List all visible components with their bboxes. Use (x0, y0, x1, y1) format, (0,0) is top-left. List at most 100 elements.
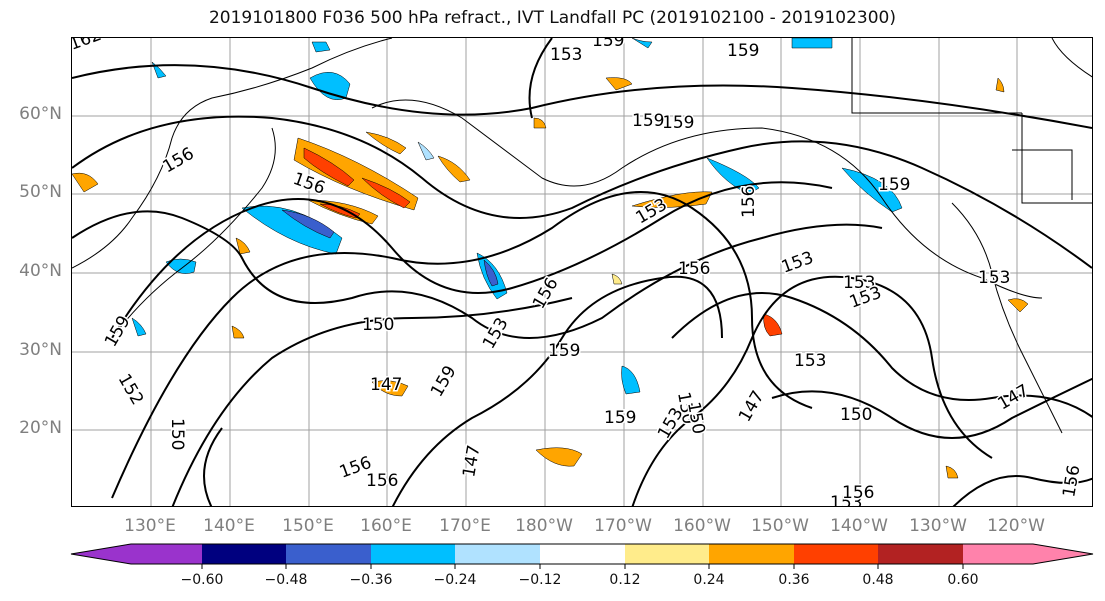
colorbar-tick-label: −0.24 (433, 572, 477, 588)
lon-label-150w: 150°W (751, 516, 809, 536)
lat-label-50n: 50°N (19, 182, 62, 202)
contour-label: 159 (592, 38, 624, 51)
contour-label: 150 (683, 400, 708, 435)
contour-label: 150 (362, 315, 394, 335)
contour-label: 159 (662, 113, 694, 133)
contour-label: 153 (479, 314, 513, 352)
contour-label: 159 (727, 41, 759, 61)
lat-label-60n: 60°N (19, 104, 62, 124)
colorbar-segment (455, 544, 540, 564)
pos-anomaly-blob (303, 147, 355, 187)
contour-label: 159 (878, 175, 910, 195)
lat-label-20n: 20°N (19, 418, 62, 438)
lon-label-150e: 150°E (282, 516, 334, 536)
contour-label: 153 (830, 493, 862, 507)
contour-label: 159 (604, 408, 636, 428)
lon-label-170e: 170°E (439, 516, 491, 536)
colorbar-tick-label: 0.36 (778, 572, 810, 588)
pos-anomaly-blob (945, 465, 959, 479)
neg-anomaly-blob (417, 141, 435, 161)
pos-anomaly-blob (371, 380, 409, 397)
contour-label: 156 (1059, 463, 1084, 498)
neg-anomaly-blob (631, 38, 653, 49)
neg-anomaly-blob (791, 38, 833, 49)
lon-label-160e: 160°E (360, 516, 412, 536)
contour-label: 159 (101, 312, 135, 350)
colorbar-segment (794, 544, 878, 564)
neg-anomaly-blob (621, 365, 641, 395)
pos-anomaly-blob (235, 237, 251, 255)
pos-anomaly-blob (535, 447, 583, 467)
neg-anomaly-blob (309, 72, 351, 100)
colorbar-segment (878, 544, 963, 564)
neg-anomaly-blob (131, 317, 147, 337)
pos-anomaly-blob (437, 155, 471, 183)
pos-anomaly-blob (605, 77, 633, 91)
pos-anomaly-blob (611, 273, 623, 285)
pos-anomaly-blob (995, 77, 1005, 93)
lat-label-30n: 30°N (19, 340, 62, 360)
contour-label: 156 (160, 144, 198, 178)
pos-anomaly-blob (361, 177, 411, 209)
pos-anomaly-blob (533, 117, 547, 129)
contour-label: 150 (167, 418, 187, 450)
contour-label: 162 (72, 38, 104, 55)
pos-anomaly-blob (72, 172, 99, 193)
neg-anomaly-blob (281, 209, 335, 239)
lon-label-140e: 140°E (203, 516, 255, 536)
colorbar-outline (70, 543, 1094, 565)
contour-label: 153 (843, 273, 875, 293)
pos-anomaly-blob (231, 325, 245, 339)
contour-label: 150 (840, 405, 872, 425)
lat-label-40n: 40°N (19, 261, 62, 281)
colorbar-tick-label: −0.36 (349, 572, 393, 588)
colorbar-segment (371, 544, 455, 564)
map-plot-area: 162 153 159 159 156 156 159 159 159 153 156 153 153 1… (71, 37, 1093, 507)
contour-label: 152 (114, 371, 148, 409)
graticule (72, 38, 1092, 506)
neg-anomaly-blob (241, 205, 343, 255)
contour-label: 159 (632, 111, 664, 131)
contour-label: 147 (735, 387, 769, 425)
lon-label-130e: 130°E (124, 516, 176, 536)
lon-label-160w: 160°W (673, 516, 731, 536)
colorbar-tick-label: 0.48 (862, 572, 894, 588)
shaded-anomaly-fields (72, 38, 1029, 479)
contour-label: 159 (548, 341, 580, 361)
neg-anomaly-blob (311, 41, 331, 53)
contour-label: 147 (995, 381, 1033, 415)
colorbar-tick-label: 0.24 (693, 572, 725, 588)
contour-label: 153 (978, 268, 1010, 288)
contour-label: 156 (842, 483, 874, 503)
map-title: 2019101800 F036 500 hPa refract., IVT La… (208, 8, 896, 28)
neg-anomaly-blob (483, 259, 499, 287)
contour-label: 156 (678, 259, 710, 279)
colorbar-tick-label: 0.12 (609, 572, 641, 588)
pos-anomaly-blob (631, 191, 713, 208)
colorbar-tick-label: −0.60 (180, 572, 224, 588)
contour-label: 153 (794, 351, 826, 371)
pos-anomaly-blob (763, 313, 783, 337)
colorbar-tick-label: 0.60 (947, 572, 979, 588)
colorbar-tick-label: −0.48 (264, 572, 308, 588)
contour-label: 159 (427, 362, 461, 400)
contour-label: 156 (366, 471, 398, 491)
neg-anomaly-blob (841, 167, 903, 213)
pos-anomaly-blob (1007, 298, 1029, 313)
refractivity-contours (72, 38, 1092, 506)
contour-label: 153 (550, 45, 582, 65)
colorbar-segment (540, 544, 625, 564)
contour-label: 156 (739, 186, 759, 218)
pos-anomaly-blob (365, 131, 407, 155)
colorbar-segment (963, 544, 1093, 564)
lon-label-120w: 120°W (987, 516, 1045, 536)
colorbar-segment (286, 544, 371, 564)
colorbar-segment (709, 544, 794, 564)
colorbar-segment (71, 544, 202, 564)
colorbar-tick-label: −0.12 (518, 572, 562, 588)
lon-label-180w: 180°W (515, 516, 573, 536)
colorbar-segment (202, 544, 286, 564)
contour-label: 147 (459, 443, 484, 478)
contour-label: 147 (370, 375, 402, 395)
